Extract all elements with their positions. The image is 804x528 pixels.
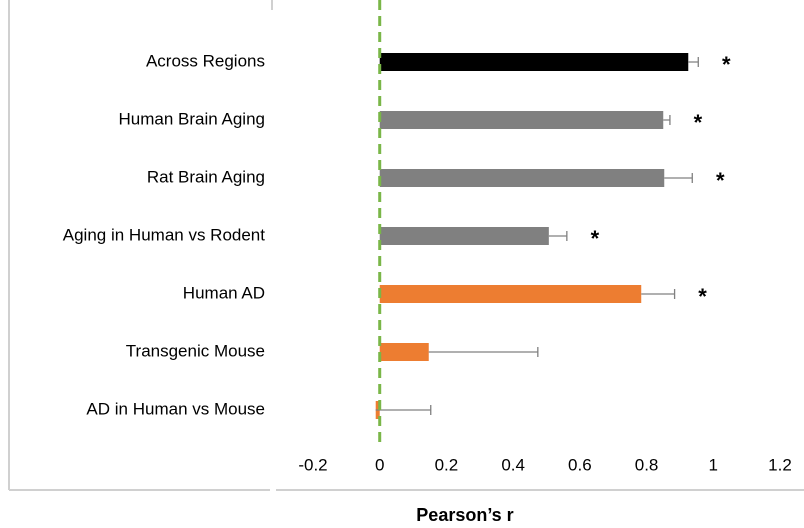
error-bar [548,231,568,241]
x-axis-label: Pearson’s r [416,505,513,525]
error-bar [375,405,432,415]
x-tick-label: 0.2 [435,455,459,474]
category-label: Transgenic Mouse [126,341,265,360]
error-bar [428,347,539,357]
significance-marker: * [722,52,731,77]
significance-marker: * [716,168,725,193]
error-bar [664,173,693,183]
bar [379,343,429,361]
x-tick-label: 0 [375,455,384,474]
x-tick-label: -0.2 [298,455,327,474]
error-bar [663,115,671,125]
error-bar [688,57,699,67]
bar [379,53,689,71]
bar [379,111,664,129]
x-tick-label: 0.6 [568,455,592,474]
category-label: Human AD [183,283,265,302]
bar [379,169,665,187]
category-label: Across Regions [146,51,265,70]
category-label: Aging in Human vs Rodent [63,225,266,244]
bar [379,285,642,303]
x-tick-label: 1 [709,455,718,474]
significance-marker: * [694,110,703,135]
error-bar [641,289,676,299]
category-label: AD in Human vs Mouse [86,399,265,418]
category-label: Human Brain Aging [119,109,265,128]
x-tick-label: 1.2 [768,455,792,474]
x-tick-label: 0.4 [501,455,525,474]
category-label: Rat Brain Aging [147,167,265,186]
bar [379,227,549,245]
significance-marker: * [698,284,707,309]
x-tick-label: 0.8 [635,455,659,474]
significance-marker: * [591,226,600,251]
